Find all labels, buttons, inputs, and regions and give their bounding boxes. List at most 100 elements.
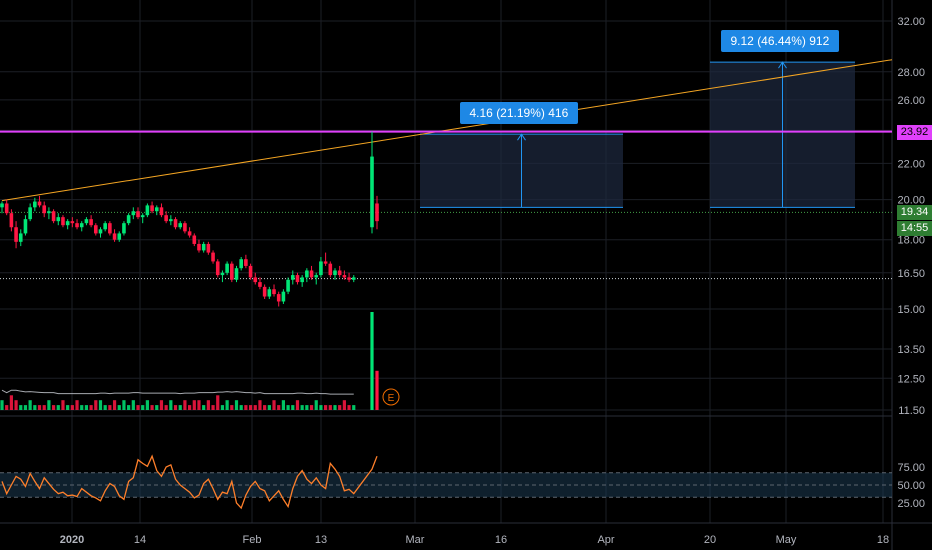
candle-body (234, 268, 239, 280)
candle-body (239, 259, 243, 269)
candle-body (305, 270, 309, 278)
last-price-label: 19.34 (897, 205, 932, 221)
volume-bar (338, 405, 342, 410)
countdown-label: 14:55 (897, 221, 932, 237)
volume-bar (70, 405, 74, 410)
volume-bar (309, 405, 314, 410)
volume-bar (230, 405, 234, 410)
candle-body (18, 233, 23, 242)
time-tick-label: Mar (406, 534, 425, 546)
volume-bar (324, 405, 328, 410)
volume-bar (225, 400, 229, 410)
volume-bar (183, 400, 187, 410)
volume-bar (89, 405, 93, 410)
candle-body (295, 275, 300, 283)
price-tick-label: 12.50 (897, 373, 925, 385)
candle-body (300, 277, 304, 283)
volume-bar (9, 395, 13, 410)
candle-body (61, 217, 65, 226)
earnings-marker (382, 388, 400, 406)
volume-bar (94, 400, 98, 410)
volume-bar (328, 405, 332, 410)
time-axis[interactable]: 2020 14 Feb 13 Mar 16 Apr 20 May 18 (60, 534, 889, 546)
trend-line[interactable] (1, 59, 893, 202)
volume-bar (155, 405, 159, 410)
volume-bar (281, 400, 285, 410)
volume-bar (370, 312, 374, 410)
measure-2-label[interactable]: 9.12 (46.44%) 912 (720, 30, 840, 53)
candle-body (164, 215, 168, 222)
candle-body (370, 156, 374, 228)
candle-body (112, 233, 117, 240)
marked-level-label: 23.92 (897, 124, 932, 140)
volume-bar (33, 405, 37, 410)
volume-bar (216, 395, 220, 410)
measure-arrowhead (517, 133, 526, 141)
volume-bar (47, 400, 51, 410)
candle-body (65, 221, 70, 226)
volume-bar (319, 405, 323, 410)
oscillator-band (0, 472, 892, 498)
candle-body (183, 223, 187, 232)
volume-bar (42, 405, 46, 410)
price-tick-label: 26.00 (897, 95, 925, 107)
volume-bar (295, 400, 300, 410)
volume-bar (28, 400, 32, 410)
candle-body (272, 289, 276, 295)
volume-bar (0, 400, 4, 410)
candle-body (342, 275, 347, 278)
candle-body (333, 270, 337, 276)
candle-body (79, 223, 84, 228)
candle-body (103, 223, 107, 230)
candle-body (276, 294, 281, 302)
candle-body (136, 211, 140, 218)
candle-body (347, 277, 351, 280)
candle-body (33, 201, 37, 208)
candle-body (150, 205, 154, 212)
volume-bar (263, 405, 267, 410)
volume-bar (188, 405, 192, 410)
volume-bar (37, 405, 42, 410)
candle-body (89, 219, 93, 226)
measure-tools[interactable] (420, 61, 855, 208)
candle-body (56, 217, 61, 222)
volume-bar (51, 405, 56, 410)
price-tick-label: 28.00 (897, 67, 925, 79)
volume-bars: E (0, 312, 400, 410)
volume-bar (244, 405, 248, 410)
oscillator-tick-label: 75.00 (897, 462, 925, 474)
price-tick-label: 15.00 (897, 304, 925, 316)
oscillator-line (1, 454, 378, 510)
candle-body (351, 277, 356, 280)
measure-1-label[interactable]: 4.16 (21.19%) 416 (459, 102, 579, 125)
candle-body (117, 233, 122, 240)
candle-body (244, 259, 248, 266)
price-axis[interactable]: 32.0028.0026.0024.0022.0020.0018.0016.50… (897, 16, 925, 510)
candle-body (173, 219, 178, 228)
volume-bar (375, 370, 379, 410)
candle-body (51, 211, 56, 222)
measure-arrowhead (778, 61, 787, 69)
candle-body (4, 203, 9, 214)
candle-body (187, 231, 192, 236)
candle-body (159, 207, 164, 216)
volume-bar (5, 405, 9, 410)
volume-bar (122, 400, 126, 410)
oscillator-tick-label: 25.00 (897, 498, 925, 510)
candle-body (253, 277, 258, 283)
horizontal-lines[interactable] (0, 130, 892, 280)
volume-bar (145, 400, 149, 410)
candle-body (286, 279, 290, 292)
volume-bar (352, 405, 356, 410)
volume-bar (277, 405, 281, 410)
candle-body (14, 227, 18, 242)
oscillator-line (1, 454, 378, 510)
volume-bar (286, 405, 290, 410)
candlesticks (0, 131, 379, 307)
candle-body (37, 201, 42, 206)
candle-body (328, 263, 333, 276)
candle-body (178, 223, 183, 228)
volume-bar (141, 405, 145, 410)
time-tick-label: May (776, 534, 797, 546)
